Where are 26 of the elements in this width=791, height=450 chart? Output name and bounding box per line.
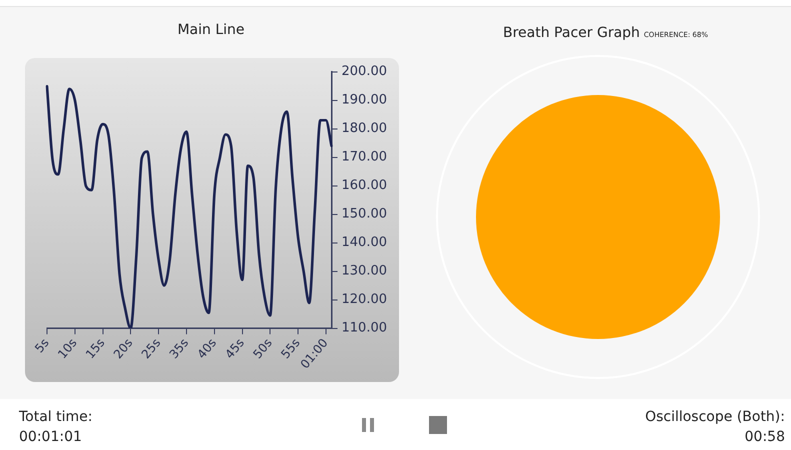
y-tick-label: 120.00	[342, 292, 388, 308]
text: Oscilloscope (Both):	[645, 408, 785, 427]
text: Total time:	[19, 408, 92, 427]
y-tick-label: 200.00	[342, 64, 388, 80]
chart-title: Main Line	[176, 22, 246, 38]
y-tick-label: 110.00	[342, 320, 388, 336]
y-tick-label: 160.00	[342, 178, 388, 194]
x-tick-label: 55s	[278, 336, 303, 362]
text: 00:01:01	[19, 428, 83, 447]
x-tick-label: 5s	[32, 336, 52, 356]
x-tick-label: 15s	[82, 336, 108, 362]
text: Breath Pacer Graph	[503, 25, 640, 41]
x-tick-label: 10s	[55, 336, 80, 362]
y-tick-label: 150.00	[342, 206, 388, 222]
x-tick-label: 20s	[110, 336, 136, 362]
y-tick-label: 180.00	[342, 121, 388, 136]
y-tick-label: 190.00	[342, 92, 388, 108]
x-tick-label: 35s	[166, 336, 192, 362]
y-tick-label: 170.00	[342, 150, 388, 165]
y-tick-label: 130.00	[342, 264, 388, 279]
x-tick-label: 25s	[138, 336, 164, 362]
y-tick-label: 140.00	[342, 235, 388, 250]
x-tick-label: 50s	[250, 336, 275, 362]
x-tick-label: 45s	[222, 336, 247, 362]
x-tick-label: 40s	[194, 336, 220, 362]
text: 00:58	[744, 428, 785, 447]
